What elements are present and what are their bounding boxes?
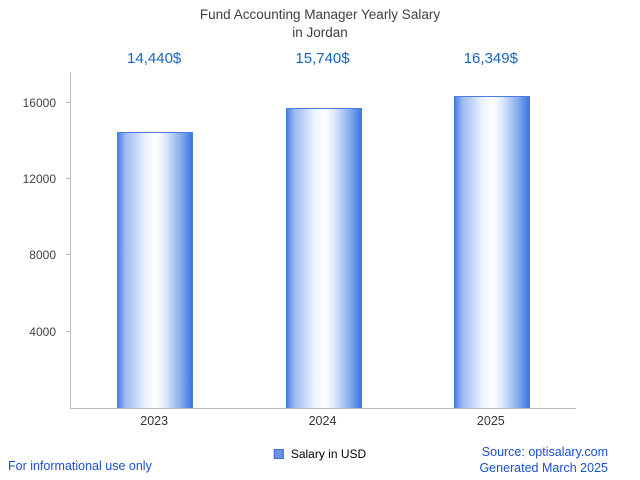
bar-value-label-2024: 15,740$ xyxy=(295,50,350,67)
chart-title-line1: Fund Accounting Manager Yearly Salary xyxy=(199,7,441,22)
y-tick-label: 8000 xyxy=(29,248,56,263)
y-tick-label: 4000 xyxy=(29,324,56,339)
footer-source-block: Source: optisalary.com Generated March 2… xyxy=(479,444,608,477)
y-tick-mark xyxy=(66,254,71,256)
chart-title-line2: in Jordan xyxy=(292,25,348,41)
legend: Salary in USD xyxy=(273,447,367,461)
plot-area xyxy=(66,72,576,409)
x-axis-labels: 2023 2024 2025 xyxy=(70,414,575,432)
y-tick-mark xyxy=(66,330,71,332)
x-axis-label-2024: 2024 xyxy=(308,414,337,428)
generated-date: Generated March 2025 xyxy=(479,460,608,475)
bar-value-label-2025: 16,349$ xyxy=(463,50,518,67)
y-tick-label: 16000 xyxy=(22,95,56,110)
legend-label: Salary in USD xyxy=(290,447,367,461)
y-tick-label: 12000 xyxy=(22,171,56,186)
disclaimer-text: For informational use only xyxy=(8,459,152,473)
bar-value-label-2023: 14,440$ xyxy=(127,50,182,67)
bar-2023 xyxy=(117,132,194,408)
bar-2024 xyxy=(285,107,362,408)
value-labels: 14,440$ 15,740$ 16,349$ xyxy=(70,50,575,74)
x-axis-label-2023: 2023 xyxy=(140,414,169,428)
chart-title: Fund Accounting Manager Yearly Salary in… xyxy=(0,6,640,42)
y-tick-mark xyxy=(66,177,71,179)
y-axis-tick-labels: 4000 8000 12000 16000 xyxy=(0,72,64,408)
y-tick-mark xyxy=(66,101,71,103)
source-link[interactable]: Source: optisalary.com xyxy=(481,444,608,459)
x-axis-label-2025: 2025 xyxy=(476,414,505,428)
bar-2025 xyxy=(453,95,530,408)
legend-marker-icon xyxy=(273,449,284,459)
